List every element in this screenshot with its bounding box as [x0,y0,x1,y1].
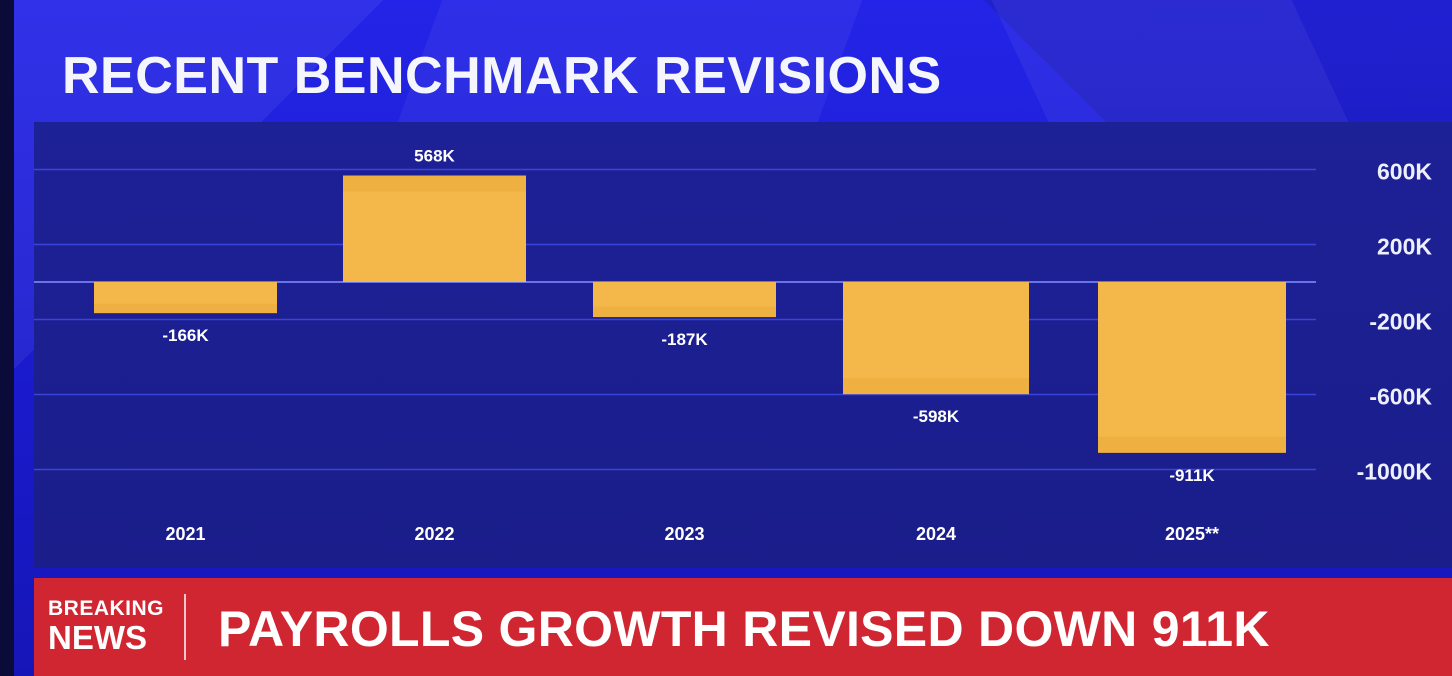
data-label: -598K [913,407,960,426]
x-tick-label: 2024 [916,524,956,544]
y-tick-label: 600K [1377,159,1432,185]
bar [1098,282,1286,453]
data-label: -187K [661,330,708,349]
news-ticker: BREAKING NEWS PAYROLLS GROWTH REVISED DO… [34,578,1452,676]
x-tick-label: 2023 [664,524,704,544]
screen-edge [0,0,14,676]
chart-panel: 600K 200K -200K -600K -1000K -166K 2021 568K 202… [34,122,1452,568]
data-label: 568K [414,147,455,166]
bar-chart: 600K 200K -200K -600K -1000K -166K 2021 568K 202… [34,147,1433,544]
bar-bevel [343,175,526,192]
data-label: -911K [1169,466,1215,485]
data-label: -166K [162,326,209,345]
background-facet [991,0,1349,122]
ticker-divider [184,594,186,660]
badge-line-1: BREAKING [48,597,165,620]
y-tick-label: -600K [1369,384,1432,410]
x-tick-label: 2021 [165,524,205,544]
bar [843,282,1029,395]
chart-title: RECENT BENCHMARK REVISIONS [62,47,942,105]
y-tick-label: 200K [1377,234,1432,260]
x-tick-label: 2025** [1165,524,1219,544]
x-tick-label: 2022 [414,524,454,544]
breaking-news-badge: BREAKING NEWS [48,598,164,654]
bar-bevel [593,306,776,318]
badge-line-2: NEWS [48,619,147,656]
bar [343,175,526,282]
y-tick-label: -200K [1369,309,1432,335]
ticker-headline: PAYROLLS GROWTH REVISED DOWN 911K [218,601,1270,657]
y-tick-label: -1000K [1357,459,1433,485]
bar-bevel [94,303,277,314]
bar-bevel [843,378,1029,395]
bar-bevel [1098,436,1286,453]
